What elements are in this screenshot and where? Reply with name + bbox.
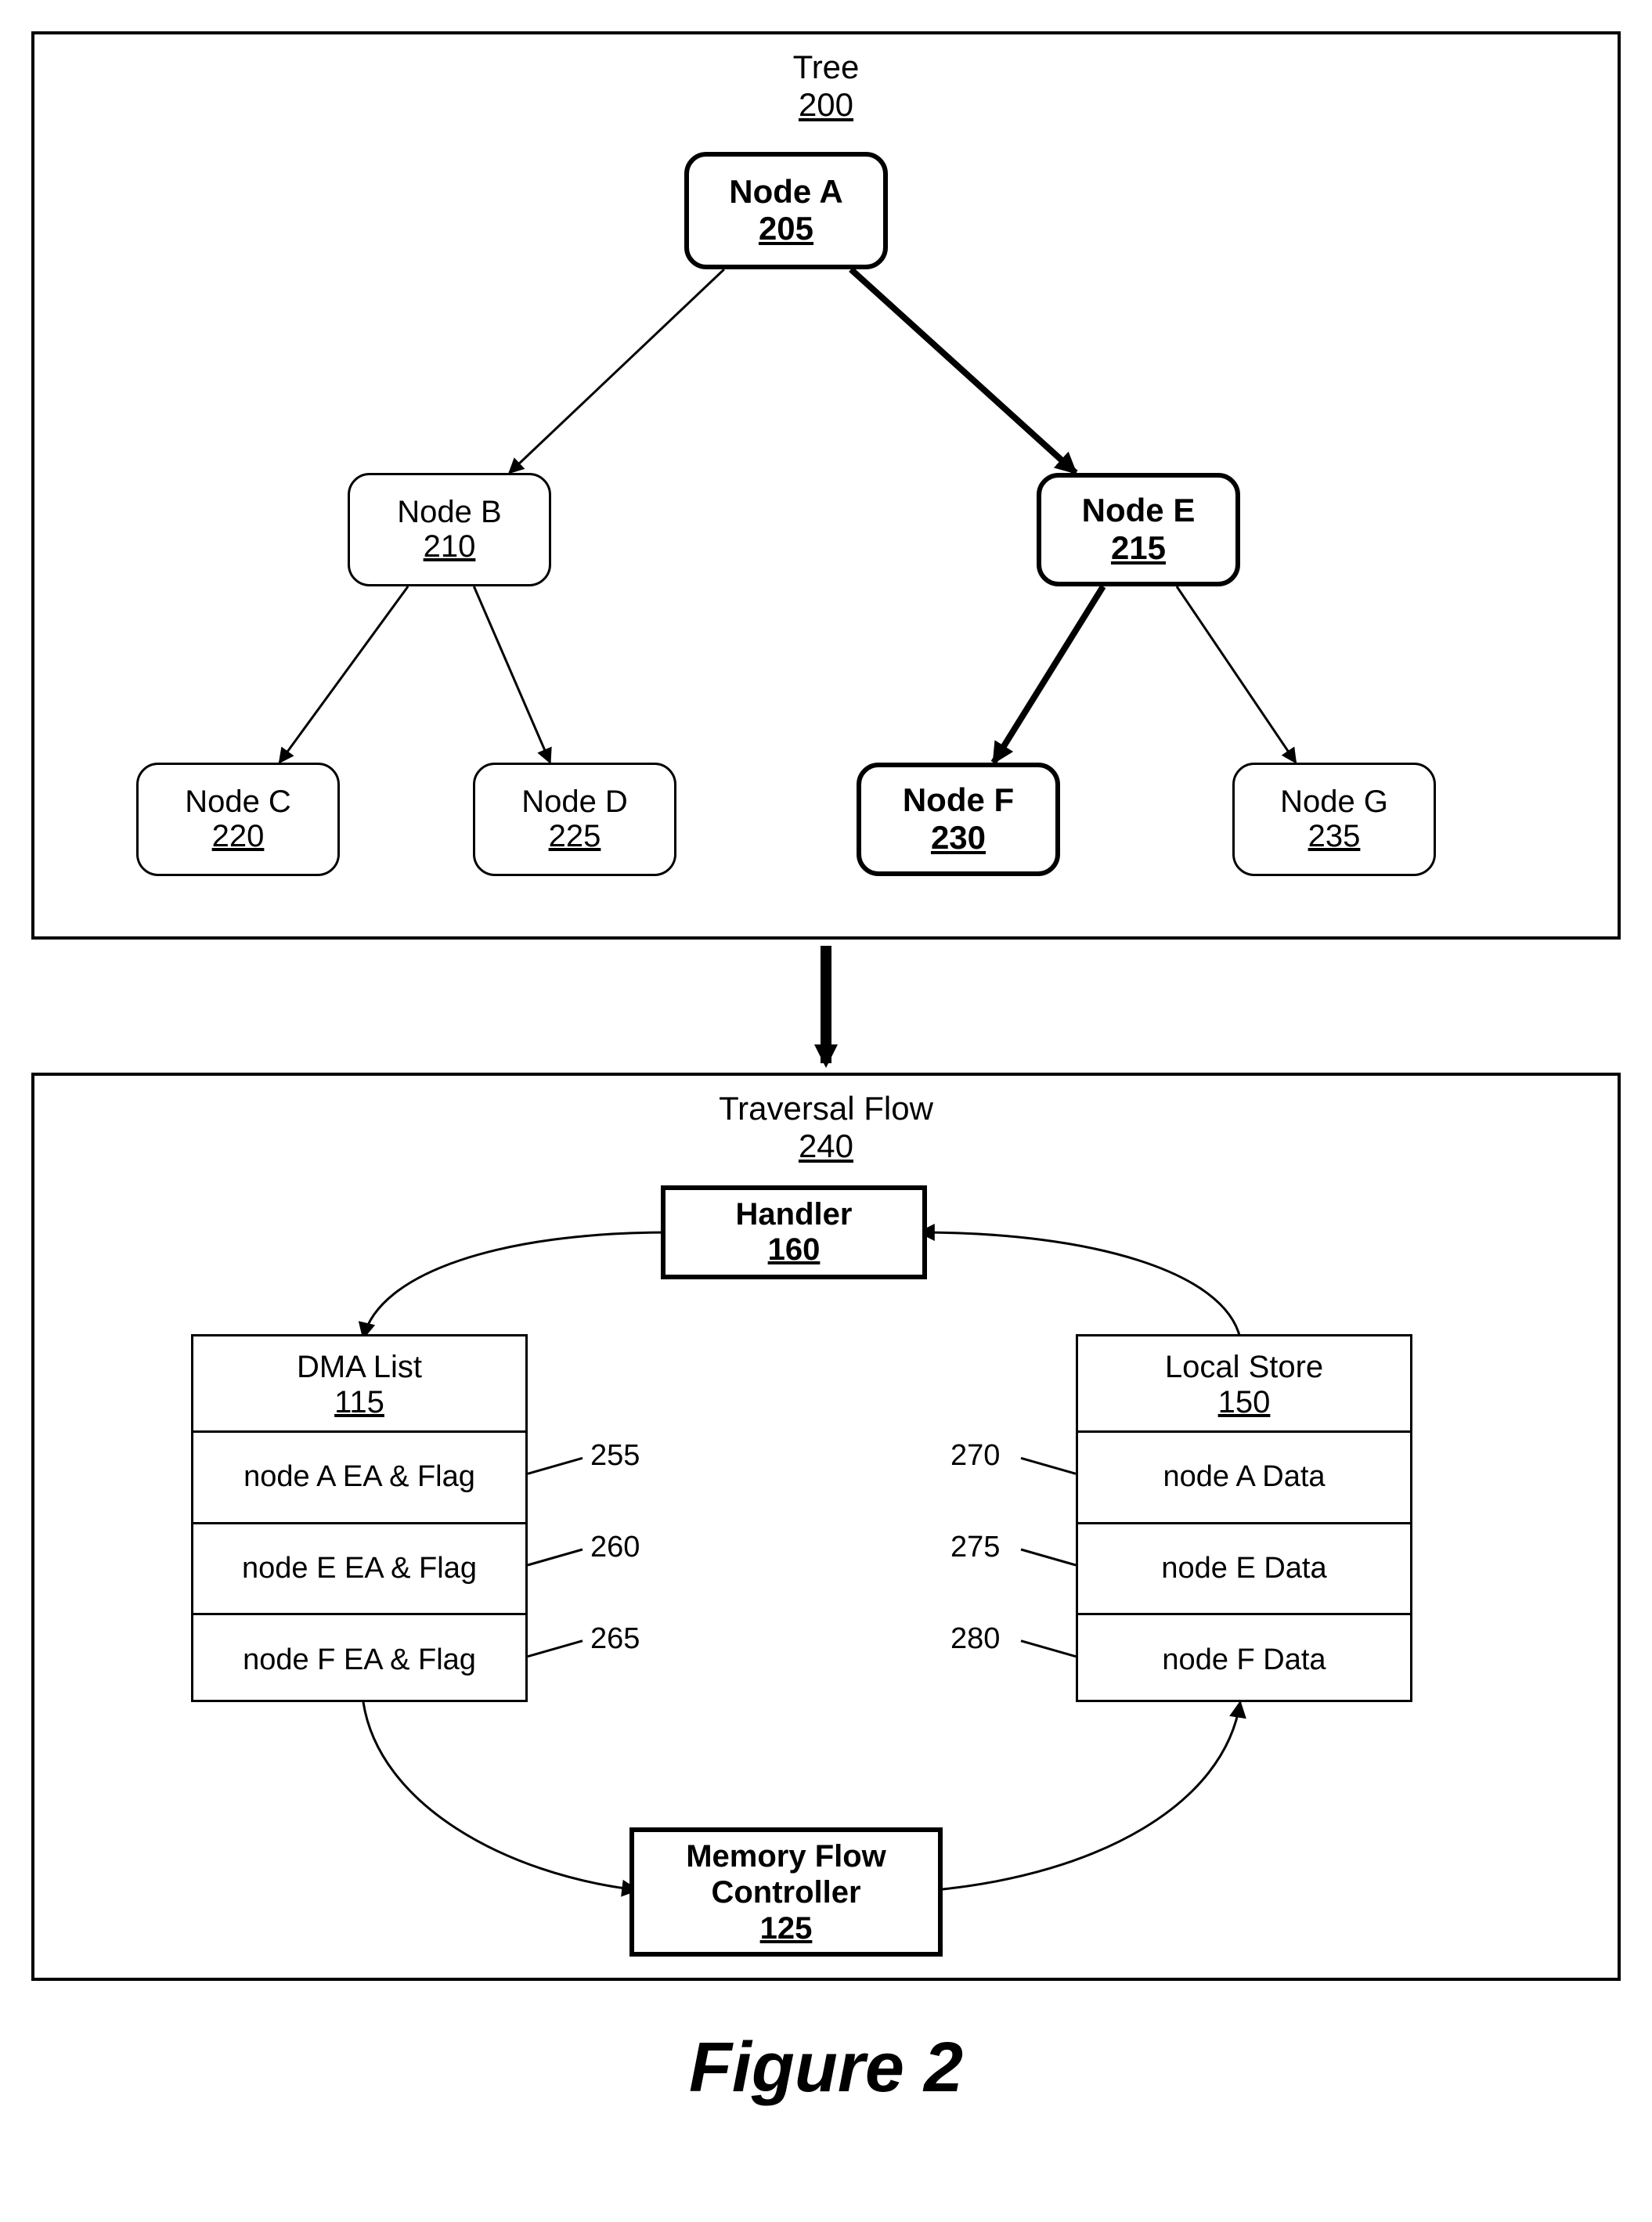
node-num: 230	[931, 819, 986, 857]
local-row: node A Data	[1078, 1430, 1410, 1522]
local-row-text: node E Data	[1161, 1552, 1326, 1585]
flow-arc	[363, 1232, 669, 1338]
node-label: Node G	[1280, 785, 1388, 819]
node-label: Node E	[1082, 492, 1196, 528]
tree-edge-A-E	[851, 269, 1076, 473]
flow-arc	[935, 1702, 1240, 1890]
dma-callout: 265	[590, 1622, 640, 1656]
mfc-box: Memory FlowController125	[629, 1827, 943, 1957]
flow-title-num: 240	[34, 1127, 1618, 1165]
local-callout: 275	[950, 1531, 1000, 1564]
panel-connector	[31, 940, 1621, 1073]
node-num: 235	[1308, 819, 1361, 854]
node-label: Node C	[185, 785, 291, 819]
tree-node-g: Node G235	[1232, 763, 1436, 876]
dma-row: node F EA & Flag	[193, 1613, 525, 1704]
flow-arc	[363, 1702, 637, 1890]
dma-row-text: node F EA & Flag	[243, 1643, 476, 1677]
mfc-num: 125	[634, 1910, 938, 1946]
tree-title: Tree200	[34, 49, 1618, 124]
tree-edge-E-F	[994, 586, 1103, 763]
node-label: Node F	[903, 782, 1014, 818]
figure-caption: Figure 2	[31, 2028, 1621, 2108]
dma-row-text: node E EA & Flag	[242, 1552, 477, 1585]
dma-callout: 260	[590, 1531, 640, 1564]
dma-row: node A EA & Flag	[193, 1430, 525, 1522]
node-num: 210	[424, 529, 476, 565]
handler-num: 160	[665, 1232, 922, 1268]
tree-title-num: 200	[34, 86, 1618, 124]
tree-node-d: Node D225	[473, 763, 676, 876]
tree-node-f: Node F230	[857, 763, 1060, 876]
dma-list-box: DMA List115 node A EA & Flag node E EA & F…	[191, 1334, 528, 1702]
dma-header: DMA List115	[193, 1336, 525, 1430]
dma-row: node E EA & Flag	[193, 1522, 525, 1614]
dma-title: DMA List	[193, 1350, 525, 1385]
tree-title-text: Tree	[34, 49, 1618, 86]
local-callout: 280	[950, 1622, 1000, 1656]
local-callout: 270	[950, 1439, 1000, 1473]
local-row: node E Data	[1078, 1522, 1410, 1614]
node-label: Node D	[521, 785, 628, 819]
local-row-text: node F Data	[1162, 1643, 1326, 1677]
tree-node-a: Node A205	[684, 152, 888, 269]
local-store-box: Local Store150 node A Data node E Data node…	[1076, 1334, 1412, 1702]
node-num: 215	[1111, 529, 1166, 567]
handler-label: Handler	[665, 1197, 922, 1232]
node-num: 205	[759, 210, 813, 247]
tree-edge-E-G	[1177, 586, 1296, 763]
flow-arc	[919, 1232, 1240, 1338]
tree-panel: Tree200 Node A205 Node B210 Node E215 Node C…	[31, 31, 1621, 940]
node-label: Node B	[397, 495, 501, 529]
tree-edge-A-B	[510, 269, 724, 473]
dma-num: 115	[193, 1385, 525, 1420]
tree-edge-B-D	[474, 586, 550, 763]
local-title: Local Store	[1078, 1350, 1410, 1385]
mfc-label-line: Memory Flow	[634, 1838, 938, 1874]
node-num: 225	[549, 819, 601, 854]
local-row: node F Data	[1078, 1613, 1410, 1704]
node-num: 220	[212, 819, 265, 854]
tree-node-b: Node B210	[348, 473, 551, 586]
local-num: 150	[1078, 1385, 1410, 1420]
handler-box: Handler160	[661, 1185, 927, 1279]
dma-row-text: node A EA & Flag	[243, 1460, 475, 1494]
tree-node-c: Node C220	[136, 763, 340, 876]
flow-title-text: Traversal Flow	[34, 1090, 1618, 1127]
tree-edge-B-C	[280, 586, 408, 763]
flow-title: Traversal Flow240	[34, 1090, 1618, 1165]
local-row-text: node A Data	[1163, 1460, 1325, 1494]
dma-callout: 255	[590, 1439, 640, 1473]
node-label: Node A	[729, 174, 842, 210]
local-header: Local Store150	[1078, 1336, 1410, 1430]
mfc-label-line: Controller	[634, 1874, 938, 1910]
tree-node-e: Node E215	[1037, 473, 1240, 586]
flow-panel: Traversal Flow240 Handler160 Memory FlowCo…	[31, 1073, 1621, 1981]
